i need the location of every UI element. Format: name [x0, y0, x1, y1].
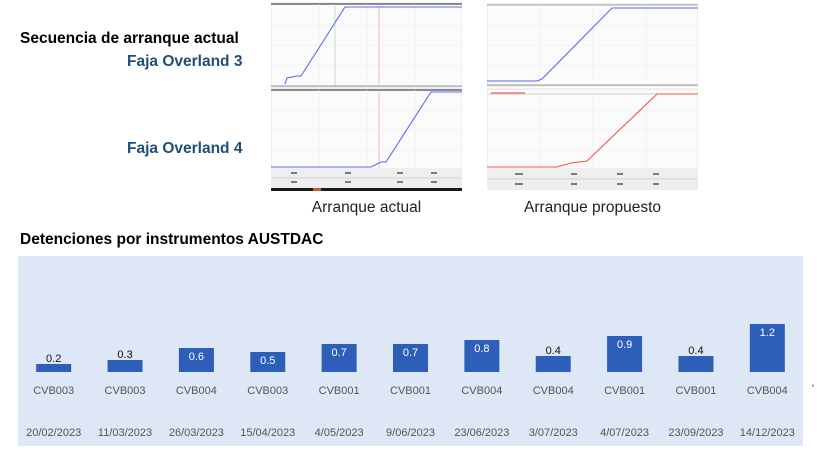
bar — [393, 344, 428, 372]
bar-group: 0.9 CVB001 4/07/2023 — [600, 336, 649, 439]
date-label: 14/12/2023 — [740, 427, 795, 439]
bar-value-label: 0.7 — [331, 347, 346, 359]
trace-faja3-actual — [284, 6, 462, 85]
detenciones-bar-chart: 0.2CVB00320/02/20230.3CVB00311/03/20230.… — [18, 256, 803, 446]
faja-overland-3-label: Faja Overland 3 — [127, 53, 243, 70]
date-label: 23/06/2023 — [454, 427, 509, 439]
date-label: 26/03/2023 — [169, 427, 224, 439]
bar-group: 1.2 CVB004 14/12/2023 — [740, 324, 795, 439]
bar-value-label: 0.5 — [260, 355, 275, 367]
date-label: 11/03/2023 — [98, 427, 152, 439]
bar — [607, 336, 643, 372]
bar-group: 0.4 CVB001 23/09/2023 — [668, 345, 723, 439]
bar — [678, 356, 714, 372]
equipment-label: CVB004 — [176, 385, 217, 397]
chart-title: Detenciones por instrumentos AUSTDAC — [20, 231, 324, 248]
faja-overland-4-label: Faja Overland 4 — [127, 140, 243, 157]
bar — [535, 356, 571, 372]
trend-panel-faja4 — [487, 88, 698, 170]
bar-group: 0.3 CVB003 11/03/2023 — [98, 349, 152, 439]
date-label: 23/09/2023 — [668, 427, 723, 439]
trend-proposed-startup — [487, 0, 698, 192]
date-label: 4/07/2023 — [600, 427, 649, 439]
equipment-label: CVB003 — [247, 385, 288, 397]
trend-panel-faja4 — [271, 88, 462, 170]
bar-value-label: 0.6 — [189, 351, 204, 363]
bar-group: 0.7 CVB001 9/06/2023 — [386, 344, 435, 439]
bar — [749, 324, 785, 372]
bar — [250, 352, 286, 372]
bar-group: 0.6 CVB004 26/03/2023 — [169, 348, 224, 439]
bar-value-label: 0.2 — [46, 353, 61, 365]
bar-group: 0.2 CVB003 20/02/2023 — [26, 353, 81, 439]
bar-group: 0.7 CVB001 4/05/2023 — [315, 344, 364, 439]
bar-value-label: 0.4 — [688, 345, 703, 357]
axis-tick-mark: ' — [812, 383, 815, 395]
caption-arranque-propuesto: Arranque propuesto — [523, 199, 661, 216]
bar-value-label: 0.8 — [474, 343, 489, 355]
equipment-label: CVB001 — [319, 385, 360, 397]
equipment-label: CVB004 — [747, 385, 788, 397]
equipment-label: CVB004 — [533, 385, 574, 397]
date-label: 20/02/2023 — [26, 427, 81, 439]
bar — [321, 344, 357, 372]
date-label: 4/05/2023 — [315, 427, 364, 439]
bar — [107, 360, 143, 372]
date-label: 15/04/2023 — [240, 427, 295, 439]
bar-group: 0.4 CVB004 3/07/2023 — [529, 345, 578, 439]
equipment-label: CVB003 — [105, 385, 146, 397]
bar — [36, 364, 72, 372]
bar-value-label: 0.3 — [117, 349, 132, 361]
bar — [464, 340, 500, 372]
equipment-label: CVB001 — [390, 385, 431, 397]
bar-value-label: 0.4 — [546, 345, 561, 357]
equipment-label: CVB001 — [675, 385, 716, 397]
equipment-label: CVB004 — [461, 385, 502, 397]
equipment-label: CVB003 — [33, 385, 74, 397]
bar-group: 0.8 CVB004 23/06/2023 — [454, 340, 509, 439]
bar-value-label: 0.7 — [403, 347, 418, 359]
sequence-label: Secuencia de arranque actual — [20, 30, 239, 47]
bar — [178, 348, 214, 372]
bar-value-label: 0.9 — [617, 339, 632, 351]
equipment-label: CVB001 — [604, 385, 645, 397]
date-label: 3/07/2023 — [529, 427, 578, 439]
date-label: 9/06/2023 — [386, 427, 435, 439]
trace-faja4-proposed — [487, 93, 698, 168]
trace-faja3-proposed — [487, 7, 698, 82]
bar-value-label: 1.2 — [760, 327, 775, 339]
trace-faja4-actual — [271, 91, 462, 168]
caption-arranque-actual: Arranque actual — [311, 199, 422, 216]
bar-group: 0.5 CVB003 15/04/2023 — [240, 352, 295, 439]
trend-actual-startup — [271, 0, 462, 192]
